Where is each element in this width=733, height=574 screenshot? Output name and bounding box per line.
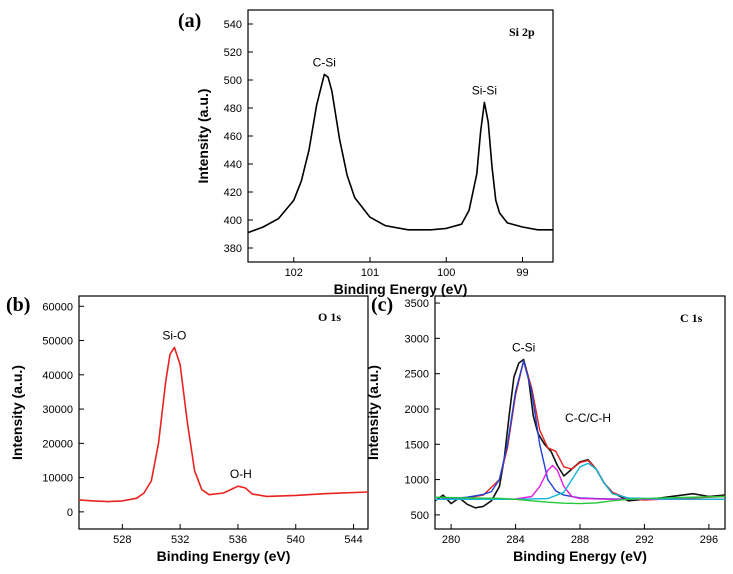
peak-annotation: C-Si bbox=[512, 341, 535, 355]
y-tick-label: 20000 bbox=[42, 438, 73, 450]
y-tick-label: 500 bbox=[224, 75, 242, 87]
series-line-envelope bbox=[435, 360, 725, 501]
y-tick-label: 3500 bbox=[405, 298, 429, 310]
y-tick-label: 460 bbox=[224, 131, 242, 143]
spectrum-tag: O 1s bbox=[318, 310, 341, 324]
series-line-measured bbox=[435, 358, 725, 509]
x-axis-title: Binding Energy (eV) bbox=[513, 548, 647, 564]
series-line-o-1s bbox=[79, 346, 368, 503]
panel-label: (c) bbox=[371, 294, 393, 316]
panel-c-c1s: 280 284 288 292 296 500 1000 1500 2000 2500 3000 35… bbox=[365, 294, 726, 564]
y-tick-label: 380 bbox=[224, 243, 242, 255]
series-line-c-si bbox=[435, 360, 725, 500]
y-tick-label: 2000 bbox=[405, 404, 429, 416]
peak-annotation: C-C/C-H bbox=[565, 411, 611, 425]
y-tick-label: 0 bbox=[67, 507, 73, 519]
panel-a-si2p: 102 101 100 99 380 400 420 440 460 480 500 520 540 Bi… bbox=[178, 9, 554, 297]
y-tick-label: 520 bbox=[224, 47, 242, 59]
x-tick-label: 296 bbox=[700, 534, 718, 546]
x-tick-label: 528 bbox=[113, 534, 131, 546]
x-tick-label: 101 bbox=[361, 267, 379, 279]
x-tick-label: 280 bbox=[442, 534, 460, 546]
y-tick-label: 420 bbox=[224, 187, 242, 199]
x-tick-label: 100 bbox=[437, 267, 455, 279]
y-axis-title: Intensity (a.u.) bbox=[195, 89, 211, 184]
y-tick-label: 1500 bbox=[405, 439, 429, 451]
y-tick-label: 30000 bbox=[42, 404, 73, 416]
spectrum-tag: C 1s bbox=[680, 311, 703, 325]
y-tick-label: 3000 bbox=[405, 333, 429, 345]
x-tick-label: 532 bbox=[171, 534, 189, 546]
peak-annotation: C-Si bbox=[313, 55, 336, 69]
x-tick-label: 292 bbox=[635, 534, 653, 546]
series-line-c-c-c-h bbox=[435, 462, 725, 500]
x-tick-label: 102 bbox=[285, 267, 303, 279]
panel-b-o1s: 528 532 536 540 544 0 10000 20000 30000 40000 5000… bbox=[6, 294, 369, 564]
x-tick-label: 288 bbox=[571, 534, 589, 546]
y-tick-label: 10000 bbox=[42, 473, 73, 485]
spectrum-tag: Si 2p bbox=[509, 25, 535, 39]
y-tick-label: 500 bbox=[411, 510, 429, 522]
peak-annotation: Si-O bbox=[162, 328, 186, 342]
peak-annotation: O-H bbox=[230, 467, 252, 481]
y-tick-label: 440 bbox=[224, 159, 242, 171]
y-tick-label: 540 bbox=[224, 19, 242, 31]
y-axis-title: Intensity (a.u.) bbox=[9, 365, 25, 460]
y-axis-title: Intensity (a.u.) bbox=[365, 365, 381, 460]
peak-annotation: Si-Si bbox=[472, 83, 497, 97]
x-axis-title: Binding Energy (eV) bbox=[157, 548, 291, 564]
y-tick-label: 1000 bbox=[405, 475, 429, 487]
x-axis-title: Binding Energy (eV) bbox=[334, 281, 468, 297]
panel-label: (b) bbox=[6, 294, 30, 316]
plot-frame bbox=[78, 295, 369, 530]
x-tick-label: 284 bbox=[506, 534, 524, 546]
y-tick-label: 60000 bbox=[42, 301, 73, 313]
series-line-baseline bbox=[435, 495, 725, 505]
x-tick-label: 536 bbox=[229, 534, 247, 546]
x-tick-label: 544 bbox=[344, 534, 362, 546]
series-line-si-2p bbox=[248, 73, 553, 234]
x-tick-label: 540 bbox=[287, 534, 305, 546]
y-tick-label: 2500 bbox=[405, 369, 429, 381]
y-tick-label: 40000 bbox=[42, 370, 73, 382]
y-tick-label: 480 bbox=[224, 103, 242, 115]
plot-frame bbox=[247, 9, 554, 263]
x-tick-label: 99 bbox=[516, 267, 528, 279]
series-line-component-286-3-ev bbox=[435, 464, 725, 500]
panel-label: (a) bbox=[178, 10, 201, 32]
y-tick-label: 400 bbox=[224, 215, 242, 227]
y-tick-label: 50000 bbox=[42, 336, 73, 348]
